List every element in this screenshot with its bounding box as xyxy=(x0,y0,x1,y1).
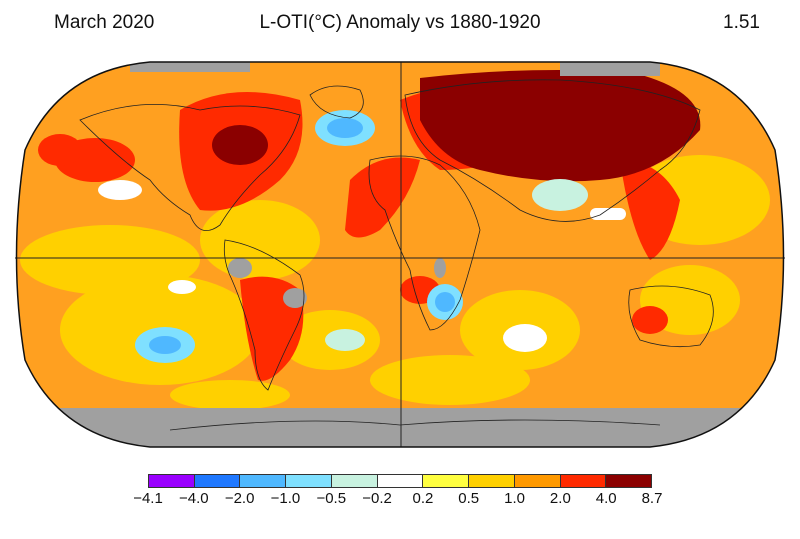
map-title: L-OTI(°C) Anomaly vs 1880-1920 xyxy=(259,12,541,33)
legend-tick-label: 2.0 xyxy=(549,490,571,507)
legend-tick-label: −4.1 xyxy=(133,490,163,507)
legend-swatch xyxy=(423,475,470,487)
legend-tick-label: −0.5 xyxy=(316,490,347,507)
legend-swatch xyxy=(377,475,424,487)
map-header: March 2020 L-OTI(°C) Anomaly vs 1880-192… xyxy=(0,10,800,40)
color-scale-bar xyxy=(148,474,652,488)
world-anomaly-map xyxy=(15,61,785,448)
legend-swatch xyxy=(514,475,561,487)
legend-tick-label: −2.0 xyxy=(224,490,255,507)
coastlines xyxy=(79,79,714,431)
color-scale-ticks: −4.1 −4.0 −2.0 −1.0 −0.5 −0.2 0.2 0.5 1.0 2.0 4.0 8… xyxy=(124,490,676,510)
legend-tick-label: −1.0 xyxy=(270,490,301,507)
legend-swatch xyxy=(194,475,241,487)
legend-swatch xyxy=(286,475,332,487)
globe-outline xyxy=(15,61,785,448)
legend-tick-label: 8.7 xyxy=(641,490,663,507)
legend-tick-label: −0.2 xyxy=(362,490,392,507)
legend-tick-label: 1.0 xyxy=(504,490,525,507)
legend-swatch xyxy=(149,475,195,487)
legend-swatch xyxy=(331,475,378,487)
legend-tick-label: −4.0 xyxy=(179,490,209,507)
date-label: March 2020 xyxy=(54,12,155,33)
legend-swatch xyxy=(240,475,287,487)
legend-swatch xyxy=(606,475,652,487)
legend-tick-label: 4.0 xyxy=(595,490,617,507)
legend-tick-label: 0.2 xyxy=(412,490,434,507)
legend-tick-label: 0.5 xyxy=(458,490,480,507)
anomaly-field xyxy=(16,62,784,447)
legend-swatch xyxy=(469,475,515,487)
legend-swatch xyxy=(560,475,607,487)
global-mean-value: 1.51 xyxy=(723,12,760,33)
